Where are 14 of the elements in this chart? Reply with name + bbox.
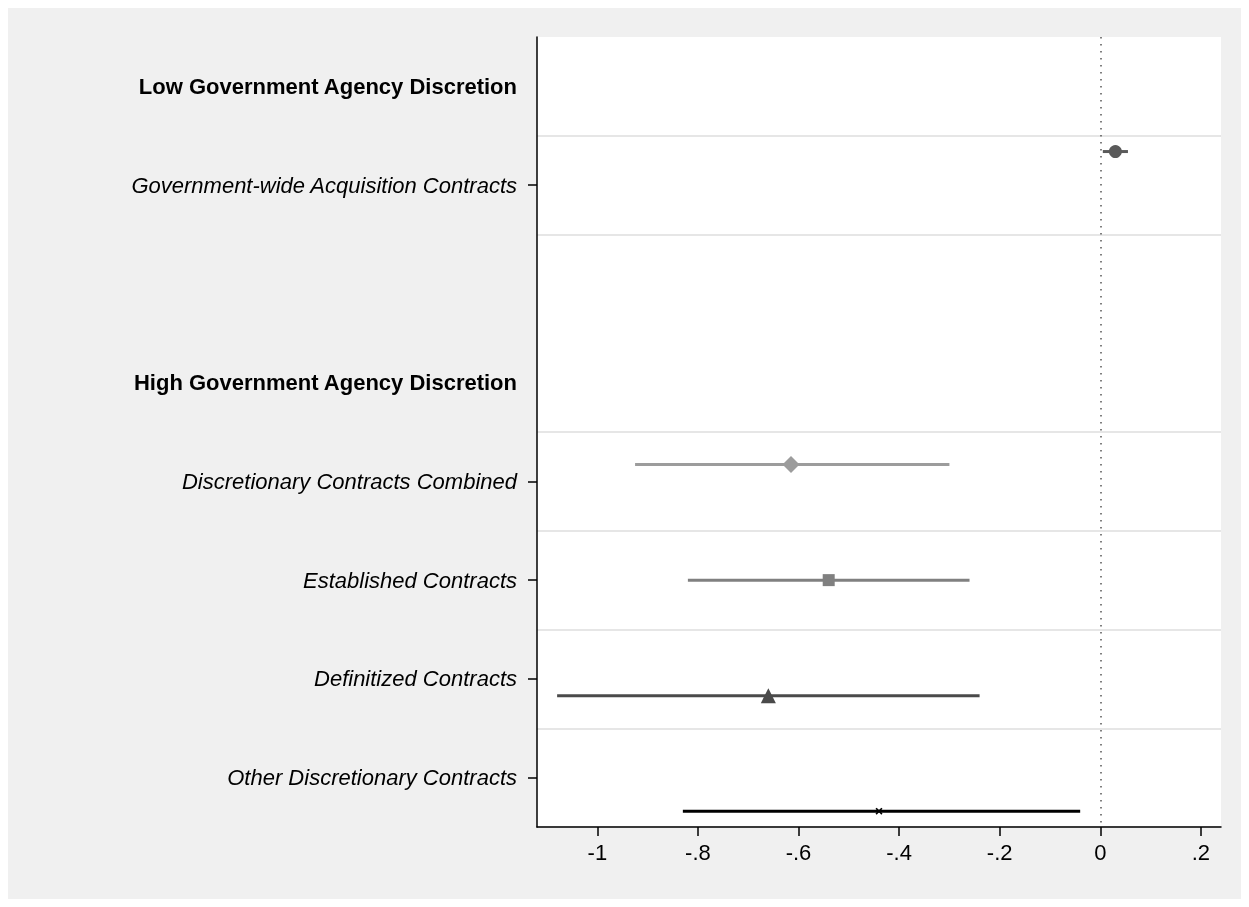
x-tick-label: -.6 bbox=[785, 839, 812, 865]
x-tick-label: -.2 bbox=[986, 839, 1013, 865]
x-tick-label: -1 bbox=[587, 839, 608, 865]
x-tick-label: .2 bbox=[1191, 839, 1211, 865]
y-tick-label: Other Discretionary Contracts bbox=[227, 765, 517, 791]
y-tick-label: Discretionary Contracts Combined bbox=[181, 468, 518, 494]
y-tick-label: Definitized Contracts bbox=[314, 666, 517, 692]
y-tick-label: Government-wide Acquisition Contracts bbox=[131, 172, 517, 198]
y-tick-label: Established Contracts bbox=[303, 567, 517, 593]
y-tick-label: High Government Agency Discretion bbox=[133, 370, 517, 396]
x-tick-label: 0 bbox=[1094, 839, 1107, 865]
y-tick-label: Low Government Agency Discretion bbox=[138, 73, 517, 99]
x-tick-label: -.8 bbox=[685, 839, 711, 865]
x-tick-label: -.4 bbox=[886, 839, 912, 865]
